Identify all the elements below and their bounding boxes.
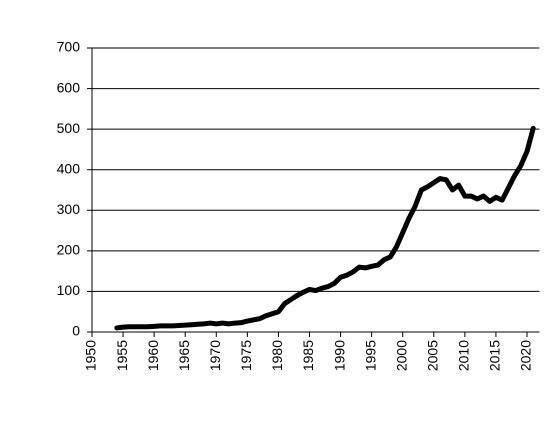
y-tick-label: 300 bbox=[57, 201, 81, 217]
x-tick-label: 1950 bbox=[83, 340, 99, 371]
y-tick-label: 0 bbox=[72, 323, 80, 339]
y-tick-label: 600 bbox=[57, 79, 81, 95]
x-tick-label: 1965 bbox=[176, 340, 192, 371]
x-tick-label: 2005 bbox=[424, 340, 440, 371]
x-tick-label: 1960 bbox=[145, 340, 161, 371]
x-tick-label: 1955 bbox=[114, 340, 130, 371]
data-line bbox=[114, 125, 536, 331]
x-tick-label: 1980 bbox=[269, 340, 285, 371]
x-tick-label: 2000 bbox=[393, 340, 409, 371]
x-tick-label: 1975 bbox=[238, 340, 254, 371]
y-tick-label: 700 bbox=[57, 39, 81, 55]
x-tick-label: 2015 bbox=[487, 340, 503, 371]
y-tick-label: 200 bbox=[57, 242, 81, 258]
x-tick-label: 1990 bbox=[331, 340, 347, 371]
y-tick-label: 100 bbox=[57, 282, 81, 298]
x-tick-label: 1995 bbox=[362, 340, 378, 371]
x-tick-label: 2020 bbox=[518, 340, 534, 371]
y-tick-label: 500 bbox=[57, 120, 81, 136]
y-tick-label: 400 bbox=[57, 160, 81, 176]
x-tick-label: 1970 bbox=[207, 340, 223, 371]
x-tick-label: 1985 bbox=[300, 340, 316, 371]
x-tick-label: 2010 bbox=[456, 340, 472, 371]
